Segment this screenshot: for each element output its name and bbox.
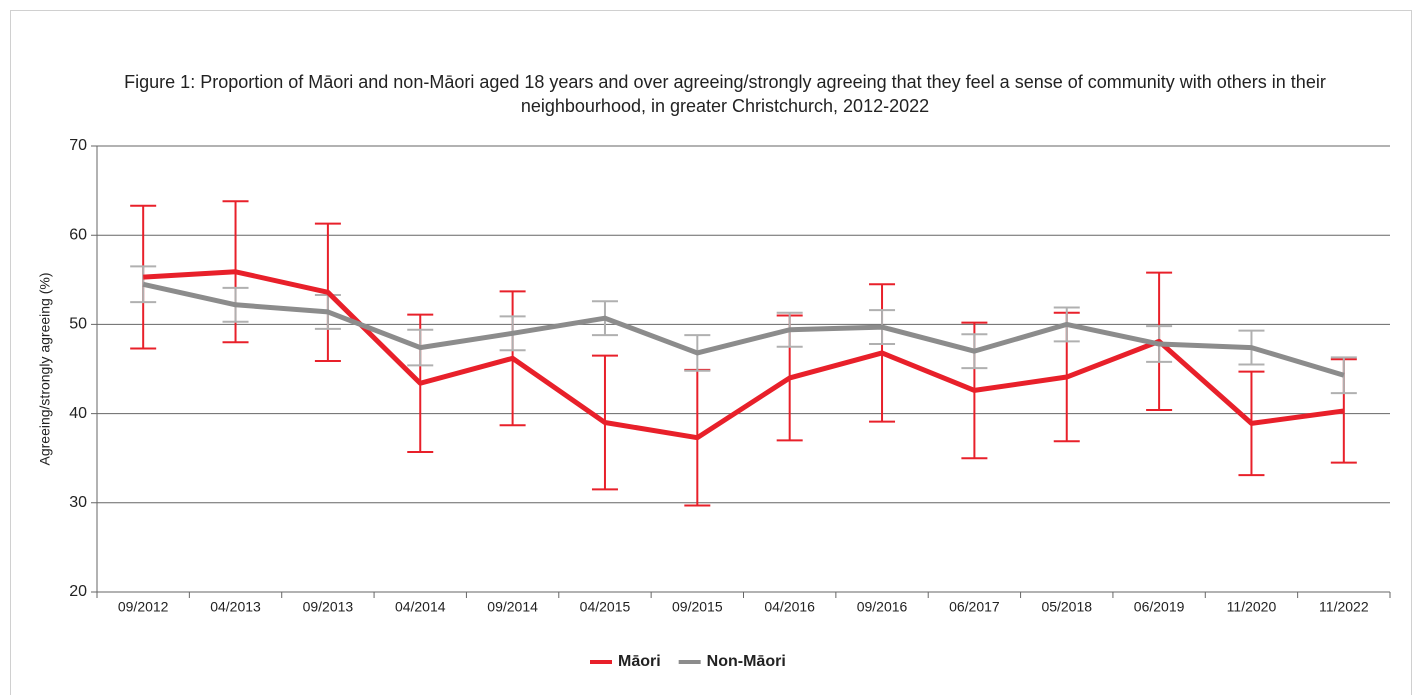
x-tick-label: 04/2016 [764,599,815,615]
frame [10,10,1412,695]
x-tick-label: 11/2022 [1319,599,1369,615]
y-tick-label: 70 [69,137,87,154]
y-tick-label: 50 [69,316,87,333]
series-line [143,269,1345,441]
y-tick-label: 40 [69,405,87,422]
y-axis-label: Agreeing/strongly agreeing (%) [37,273,53,466]
x-tick-label: 09/2016 [857,599,908,615]
x-tick-label: 09/2012 [118,599,169,615]
x-tick-label: 11/2020 [1227,599,1277,615]
y-tick-label: 60 [69,226,87,243]
x-tick-label: 04/2013 [210,599,261,615]
x-tick-label: 09/2013 [303,599,354,615]
series-line [142,281,1345,378]
legend-label: Non-Māori [707,653,786,670]
chart-title: Figure 1: Proportion of Māori and non-Mā… [124,72,1326,116]
y-tick-label: 20 [69,583,87,600]
x-tick-label: 09/2014 [487,599,538,615]
x-tick-label: 04/2015 [580,599,631,615]
y-tick-label: 30 [69,494,87,511]
error-bar [1330,356,1357,395]
x-tick-label: 05/2018 [1041,599,1092,615]
x-tick-label: 06/2019 [1134,599,1185,615]
x-tick-label: 06/2017 [949,599,1000,615]
legend-label: Māori [618,653,661,670]
x-tick-label: 09/2015 [672,599,723,615]
x-tick-label: 04/2014 [395,599,446,615]
